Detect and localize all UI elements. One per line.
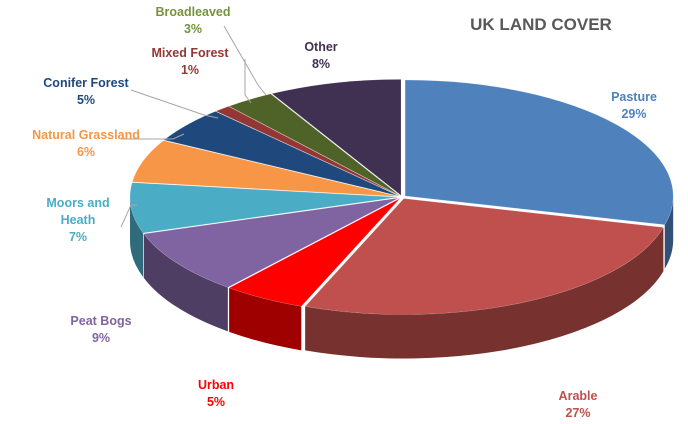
label-moors-and-heath: Moors and Heath 7%: [46, 196, 109, 244]
slice-urban: [228, 198, 401, 307]
chart-title: UK LAND COVER: [470, 15, 612, 34]
pie-tops: [129, 79, 674, 315]
leader-line-conifer-forest: [130, 89, 219, 119]
slice-arable: [304, 198, 664, 315]
leader-line-moors-and-heath: [120, 204, 137, 228]
label-mixed-forest: Mixed Forest 1%: [151, 46, 229, 77]
slice-labels: Pasture 29% Arable 27% Urban 5% Peat Bogs 9% Moo…: [32, 5, 657, 420]
label-arable: Arable 27%: [559, 389, 598, 419]
label-other: Other 8%: [304, 40, 337, 71]
slice-side-peat-bogs: [143, 233, 228, 332]
label-natural-grassland: Natural Grassland 6%: [32, 128, 140, 159]
slice-natural-grassland: [131, 140, 399, 197]
slice-pasture: [404, 79, 674, 226]
slice-side-arable: [305, 227, 664, 359]
pie-sides: [130, 195, 674, 359]
slice-side-urban: [229, 287, 302, 351]
slice-conifer-forest: [163, 111, 399, 197]
label-conifer-forest: Conifer Forest 5%: [43, 76, 129, 107]
leader-line-natural-grassland: [121, 133, 185, 140]
slice-side-pasture: [664, 195, 674, 269]
slice-side-moors-and-heath: [130, 197, 144, 278]
leader-line-broadleaved: [223, 25, 267, 96]
leader-line-mixed-forest: [244, 59, 252, 104]
label-urban: Urban 5%: [198, 378, 234, 409]
label-peat-bogs: Peat Bogs 9%: [70, 314, 131, 345]
label-broadleaved: Broadleaved 3%: [155, 5, 230, 36]
slice-broadleaved: [228, 93, 400, 196]
slice-peat-bogs: [143, 197, 399, 288]
slice-moors-and-heath: [129, 182, 399, 234]
slice-other: [271, 79, 402, 196]
label-pasture: Pasture 29%: [611, 90, 657, 121]
leader-lines: [120, 25, 267, 228]
slice-mixed-forest: [215, 105, 400, 196]
